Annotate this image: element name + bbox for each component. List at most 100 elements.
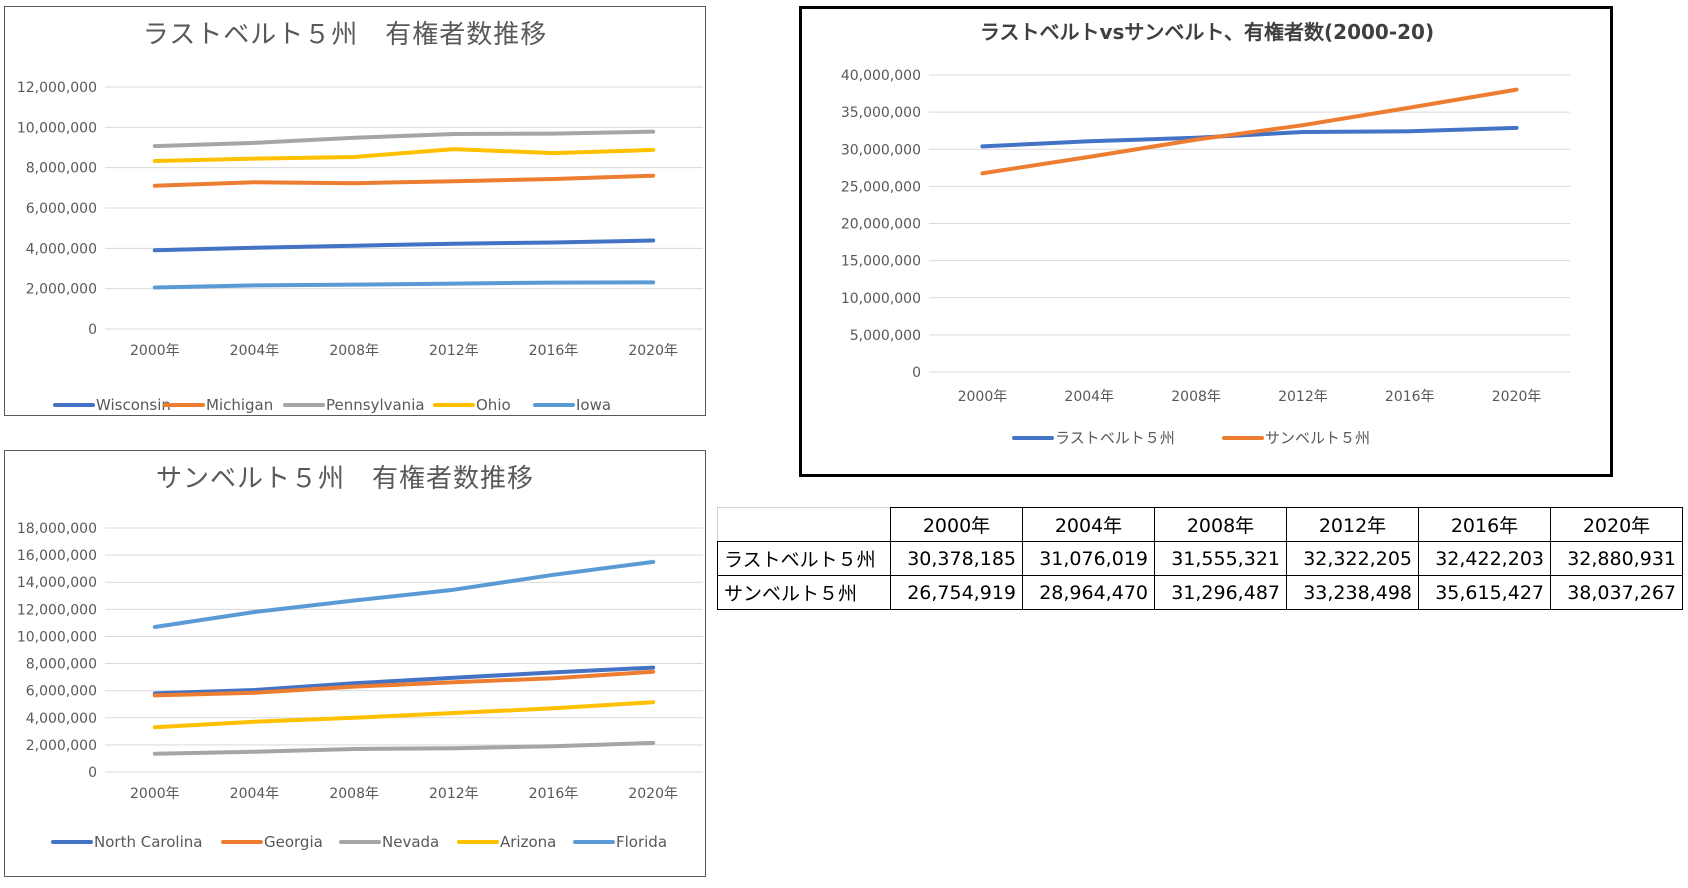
x-tick-label: 2020年 — [628, 343, 678, 359]
y-axis: 0 5,000,000 10,000,000 15,000,000 20,000,000… — [841, 68, 921, 381]
y-tick-label: 10,000,000 — [17, 629, 97, 645]
legend-label: Iowa — [576, 396, 611, 414]
y-tick-label: 30,000,000 — [841, 142, 921, 158]
comparison-chart: ラストベルトvsサンベルト、有権者数(2000-20) 0 5,000,000 10,… — [799, 6, 1613, 477]
y-tick-label: 12,000,000 — [17, 602, 97, 618]
rustbelt-chart: ラストベルト５州 有権者数推移 0 2,000,000 4,000,000 6,000,… — [4, 6, 706, 416]
y-tick-label: 2,000,000 — [26, 282, 97, 298]
y-tick-label: 10,000,000 — [17, 120, 97, 136]
x-tick-label: 2020年 — [1492, 389, 1542, 405]
y-tick-label: 15,000,000 — [841, 254, 921, 270]
x-axis: 2000年 2004年 2008年 2012年 2016年 2020年 — [130, 343, 678, 359]
y-tick-label: 25,000,000 — [841, 179, 921, 195]
legend-item: Michigan — [163, 396, 273, 414]
chart-title: サンベルト５州 有権者数推移 — [156, 464, 534, 494]
y-tick-label: 14,000,000 — [17, 575, 97, 591]
table-cell: 28,964,470 — [1022, 575, 1155, 610]
legend-label: North Carolina — [94, 833, 202, 851]
x-tick-label: 2000年 — [958, 389, 1008, 405]
chart-title: ラストベルト５州 有権者数推移 — [143, 20, 547, 50]
series-line — [152, 559, 656, 629]
y-tick-label: 0 — [88, 322, 97, 338]
legend-label: Wisconsin — [96, 396, 171, 414]
y-tick-label: 6,000,000 — [26, 684, 97, 700]
x-tick-label: 2008年 — [1171, 389, 1221, 405]
legend-item: Wisconsin — [53, 396, 171, 414]
y-tick-label: 8,000,000 — [26, 657, 97, 673]
x-tick-label: 2004年 — [230, 786, 280, 802]
x-tick-label: 2004年 — [230, 343, 280, 359]
y-tick-label: 8,000,000 — [26, 161, 97, 177]
y-tick-label: 2,000,000 — [26, 738, 97, 754]
table-cell: 35,615,427 — [1418, 575, 1551, 610]
legend-label: Ohio — [476, 396, 511, 414]
legend-item: Ohio — [433, 396, 511, 414]
legend-item: Georgia — [221, 833, 323, 851]
legend-item: Nevada — [339, 833, 439, 851]
table-header-cell: 2008年 — [1154, 507, 1287, 542]
table-cell: 38,037,267 — [1550, 575, 1683, 610]
legend-label: ラストベルト５州 — [1055, 429, 1175, 447]
table-row-label: サンベルト５州 — [717, 575, 891, 610]
y-tick-label: 20,000,000 — [841, 217, 921, 233]
x-tick-label: 2016年 — [1385, 389, 1435, 405]
y-tick-label: 18,000,000 — [17, 521, 97, 537]
data-table: 2000年 2004年 2008年 2012年 2016年 2020年 ラストベ… — [717, 507, 1683, 610]
legend-item: North Carolina — [51, 833, 202, 851]
x-tick-label: 2020年 — [628, 786, 678, 802]
legend: North Carolina Georgia Nevada Arizona Florid… — [51, 833, 667, 851]
x-tick-label: 2008年 — [329, 786, 379, 802]
series-line — [152, 669, 656, 698]
table-header-cell: 2004年 — [1022, 507, 1155, 542]
legend-label: サンベルト５州 — [1265, 429, 1370, 447]
legend-label: Pennsylvania — [326, 396, 425, 414]
legend-label: Florida — [616, 833, 667, 851]
legend-label: Michigan — [206, 396, 273, 414]
series-line — [152, 280, 656, 290]
y-tick-label: 35,000,000 — [841, 105, 921, 121]
series-line — [152, 740, 656, 756]
table-corner-cell — [717, 507, 891, 542]
table-cell: 31,076,019 — [1022, 541, 1155, 576]
series-group — [152, 559, 656, 756]
table-row-label: ラストベルト５州 — [717, 541, 891, 576]
gridlines — [105, 527, 703, 773]
x-tick-label: 2008年 — [329, 343, 379, 359]
y-tick-label: 5,000,000 — [850, 328, 921, 344]
y-tick-label: 4,000,000 — [26, 241, 97, 257]
table-cell: 32,322,205 — [1286, 541, 1419, 576]
x-tick-label: 2012年 — [1278, 389, 1328, 405]
x-axis: 2000年 2004年 2008年 2012年 2016年 2020年 — [958, 389, 1542, 405]
legend-item: ラストベルト５州 — [1012, 429, 1175, 447]
legend: Wisconsin Michigan Pennsylvania Ohio Iowa — [53, 396, 611, 414]
x-tick-label: 2000年 — [130, 786, 180, 802]
rustbelt-chart-svg: ラストベルト５州 有権者数推移 0 2,000,000 4,000,000 6,000,… — [17, 20, 703, 414]
series-line — [152, 238, 656, 253]
series-line — [152, 129, 656, 149]
y-tick-label: 0 — [912, 365, 921, 381]
table-cell: 31,296,487 — [1154, 575, 1287, 610]
series-line — [152, 173, 656, 188]
table-row: ラストベルト５州 30,378,185 31,076,019 31,555,32… — [717, 541, 1683, 576]
table-header-cell: 2012年 — [1286, 507, 1419, 542]
table-header-cell: 2020年 — [1550, 507, 1683, 542]
x-tick-label: 2004年 — [1064, 389, 1114, 405]
sunbelt-chart-svg: サンベルト５州 有権者数推移 0 2,000,000 4,000,000 6,000,0… — [17, 464, 703, 851]
series-line — [152, 700, 656, 730]
table-header-cell: 2000年 — [890, 507, 1023, 542]
chart-title: ラストベルトvsサンベルト、有権者数(2000-20) — [980, 20, 1434, 44]
table-cell: 31,555,321 — [1154, 541, 1287, 576]
table-header-row: 2000年 2004年 2008年 2012年 2016年 2020年 — [717, 507, 1683, 542]
x-axis: 2000年 2004年 2008年 2012年 2016年 2020年 — [130, 786, 678, 802]
gridlines — [105, 86, 703, 330]
gridlines — [929, 74, 1570, 373]
y-axis: 0 2,000,000 4,000,000 6,000,000 8,000,000 10,… — [17, 521, 97, 781]
table-cell: 33,238,498 — [1286, 575, 1419, 610]
legend-item: サンベルト５州 — [1222, 429, 1370, 447]
legend-item: Arizona — [457, 833, 556, 851]
y-tick-label: 0 — [88, 765, 97, 781]
y-axis: 0 2,000,000 4,000,000 6,000,000 8,000,000 10,… — [17, 80, 97, 338]
x-tick-label: 2012年 — [429, 343, 479, 359]
x-tick-label: 2000年 — [130, 343, 180, 359]
table-cell: 32,422,203 — [1418, 541, 1551, 576]
